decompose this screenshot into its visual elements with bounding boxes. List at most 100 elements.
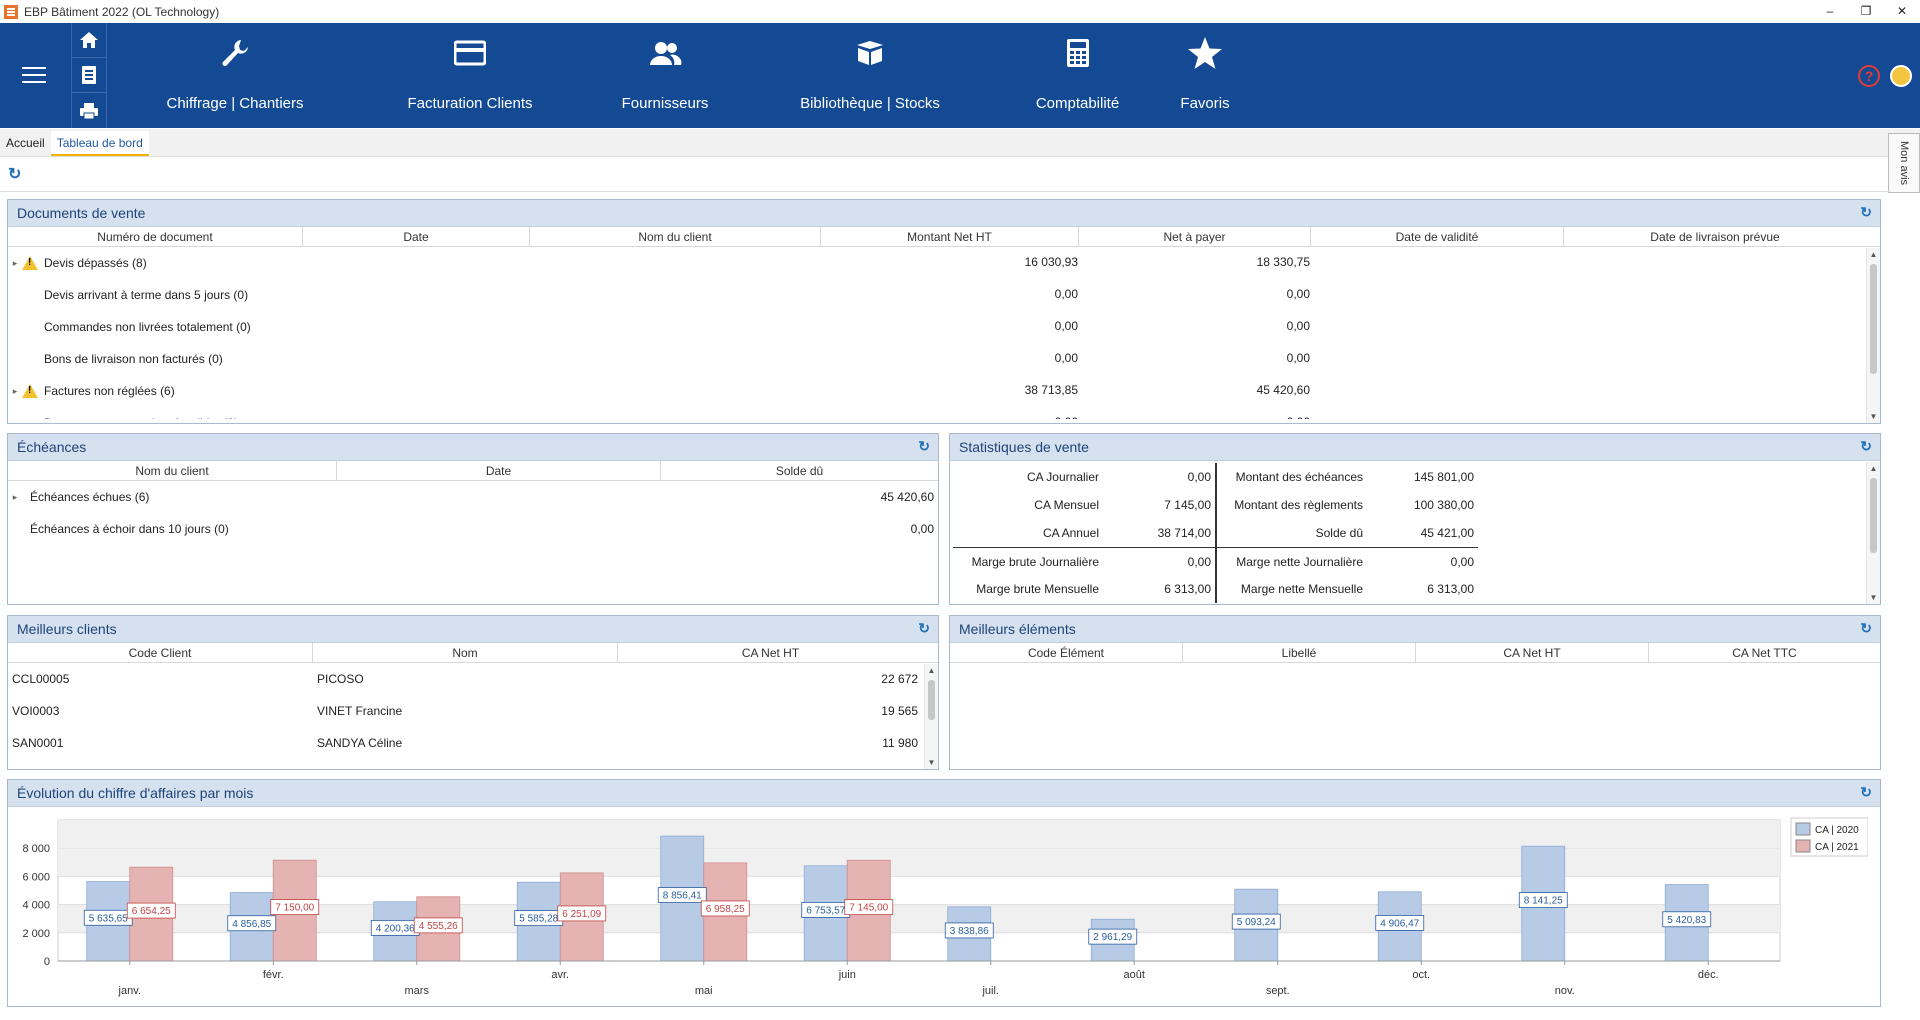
print-icon[interactable]	[72, 93, 106, 128]
table-row[interactable]: CCL00005 PICOSO 22 672	[8, 663, 938, 695]
menu-icon[interactable]	[22, 67, 46, 83]
stat-label: Marge brute Journalière	[971, 554, 1099, 569]
account-icon[interactable]	[1890, 65, 1912, 87]
client-code: SAN0001	[12, 736, 64, 750]
table-row[interactable]: Bons de livraison non facturés (0)	[8, 343, 1880, 375]
refresh-icon[interactable]: ↻	[1860, 784, 1872, 800]
address-book-icon[interactable]	[72, 58, 106, 93]
refresh-icon[interactable]: ↻	[1860, 620, 1872, 636]
stat-value: 45 421,00	[1420, 526, 1474, 540]
column-header[interactable]: Date	[303, 227, 530, 246]
help-icon[interactable]: ?	[1858, 65, 1880, 87]
star-icon	[1187, 23, 1223, 83]
stat-label: Montant des règlements	[1234, 498, 1363, 512]
column-header[interactable]: Date	[337, 461, 661, 480]
column-header[interactable]: CA Net HT	[741, 646, 800, 660]
row-label: Bons de livraison non facturés (0)	[44, 352, 223, 366]
row-label: Factures non réglées (6)	[44, 384, 175, 398]
table-row[interactable]: ▸ Devis dépassés (8)	[8, 247, 1880, 279]
scrollbar[interactable]: ▲ ▼	[1866, 248, 1880, 423]
scrollbar[interactable]: ▲ ▼	[1866, 462, 1880, 604]
module-comptabilite[interactable]: Comptabilité	[1030, 23, 1125, 128]
table-row[interactable]: Devis arrivant à terme dans 5 jours (0)	[8, 279, 1880, 311]
data-label: 4 200,36	[376, 923, 415, 934]
stat-value: 100 380,00	[1413, 498, 1474, 512]
table-row[interactable]: Échéances à échoir dans 10 jours (0) 0,00	[8, 513, 938, 545]
column-header[interactable]: Code Élément	[950, 643, 1183, 662]
revenue-chart: 0 2 000 4 000 6 000 8 000 5 635,65 6 654,25 jan…	[22, 817, 1868, 997]
column-header[interactable]: CA Net HT	[1416, 643, 1649, 662]
column-header[interactable]: Solde dû	[775, 464, 824, 478]
row-label: Échéances à échoir dans 10 jours (0)	[30, 522, 229, 536]
table-row[interactable]: VOI0003 VINET Francine 19 565	[8, 695, 938, 727]
column-header[interactable]: Nom du client	[530, 227, 821, 246]
x-tick-label: févr.	[263, 969, 284, 981]
column-header[interactable]: Code Client	[8, 643, 313, 662]
column-header[interactable]: Nom	[313, 643, 618, 662]
refresh-icon[interactable]: ↻	[8, 166, 22, 183]
stats-marge-brute-table: Marge brute Journalière 0,00 Marge brute …	[953, 548, 1217, 603]
refresh-icon[interactable]: ↻	[918, 438, 930, 454]
table-row[interactable]: SAN0001 SANDYA Céline 11 980	[8, 727, 938, 759]
client-name: PICOSO	[317, 672, 364, 686]
quick-buttons	[71, 23, 107, 128]
amount-ht: 38 713,85	[1024, 383, 1078, 397]
documents-rows: ▸ Devis dépassés (8) 16 030,93 18 330,75 Dev…	[8, 247, 1880, 419]
restore-button[interactable]: ❐	[1860, 4, 1872, 18]
column-header[interactable]: Nom du client	[8, 461, 337, 480]
expand-icon[interactable]: ▸	[12, 491, 18, 502]
data-label: 8 856,41	[663, 891, 702, 902]
tab-accueil[interactable]: Accueil	[6, 136, 45, 150]
row-label: Documents temporaires à valider (0)	[44, 416, 1084, 419]
data-label-box	[227, 915, 277, 932]
data-label: 6 958,25	[706, 904, 745, 915]
module-facturation[interactable]: Facturation Clients	[400, 23, 540, 128]
data-label-box	[657, 887, 707, 903]
column-header[interactable]: Net à payer	[1079, 227, 1311, 246]
amount-ht: 0,00	[1054, 351, 1078, 365]
row-label: Échéances échues (6)	[30, 490, 150, 504]
expand-icon[interactable]: ▸	[12, 385, 18, 396]
client-name: VINET Francine	[317, 704, 403, 718]
stat-value: 145 801,00	[1413, 470, 1474, 484]
table-row[interactable]: ▸ Factures non réglées (6)	[8, 375, 1880, 407]
module-favoris[interactable]: Favoris	[1175, 23, 1235, 128]
users-icon	[648, 23, 682, 83]
table-row[interactable]: Commandes non livrées totalement (0)	[8, 311, 1880, 343]
refresh-icon[interactable]: ↻	[1860, 204, 1872, 220]
amount-ht: 16 030,93	[1024, 255, 1078, 269]
table-row[interactable]: Documents temporaires à valider (0)	[8, 407, 1880, 419]
row-label: Devis dépassés (8)	[44, 256, 147, 270]
close-button[interactable]: ✕	[1896, 4, 1908, 18]
module-chiffrage[interactable]: Chiffrage | Chantiers	[160, 23, 310, 128]
scrollbar[interactable]: ▲ ▼	[924, 664, 938, 769]
expand-icon[interactable]: ▸	[12, 257, 18, 268]
minimize-button[interactable]: –	[1826, 4, 1834, 18]
column-header[interactable]: Libellé	[1183, 643, 1416, 662]
refresh-icon[interactable]: ↻	[918, 620, 930, 636]
panel-title: Documents de vente	[17, 205, 146, 221]
x-tick-label: déc.	[1698, 969, 1719, 981]
column-header[interactable]: Montant Net HT	[821, 227, 1079, 246]
panel-title: Évolution du chiffre d'affaires par mois	[17, 785, 254, 801]
column-header[interactable]: CA Net TTC	[1732, 646, 1797, 660]
column-header[interactable]: Date de validité	[1311, 227, 1564, 246]
net-a-payer: 0,00	[1060, 415, 1310, 419]
client-name: SANDYA Céline	[317, 736, 403, 750]
stat-label: Marge nette Mensuelle	[1240, 582, 1363, 597]
app-title: EBP Bâtiment 2022 (OL Technology)	[24, 4, 220, 19]
mon-avis-button[interactable]: Mon avis	[1888, 133, 1920, 193]
tab-tableau-de-bord[interactable]: Tableau de bord	[50, 131, 149, 156]
x-tick-label: mai	[695, 985, 713, 997]
data-label: 5 635,65	[89, 913, 128, 924]
panel-title: Échéances	[17, 439, 87, 455]
legend-swatch	[1795, 839, 1811, 853]
column-header[interactable]: Date de livraison prévue	[1650, 230, 1780, 244]
module-bibliotheque[interactable]: Bibliothèque | Stocks	[790, 23, 950, 128]
table-row[interactable]: ▸ Échéances échues (6) 45 420,60	[8, 481, 938, 513]
refresh-icon[interactable]: ↻	[1860, 438, 1872, 454]
column-header[interactable]: Numéro de document	[8, 227, 303, 246]
data-label: 7 150,00	[275, 903, 314, 914]
home-icon[interactable]	[72, 23, 106, 58]
module-fournisseurs[interactable]: Fournisseurs	[610, 23, 720, 128]
